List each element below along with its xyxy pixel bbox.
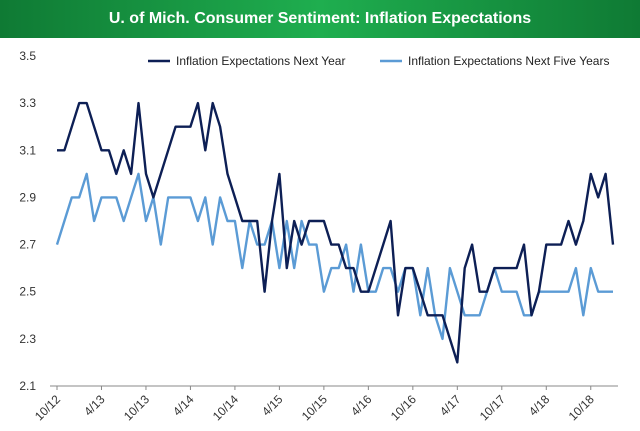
legend-item-next-five-years-label: Inflation Expectations Next Five Years <box>408 54 609 68</box>
x-tick-label: 10/15 <box>299 392 330 423</box>
y-tick-label: 2.9 <box>19 190 36 204</box>
line-chart: 3.5 3.3 3.1 2.9 2.7 2.5 2.3 2.110/12 4/13 10/13 4/… <box>19 49 618 423</box>
chart-legend: Inflation Expectations Next Year Inflatio… <box>148 54 609 68</box>
y-tick-label: 3.1 <box>19 143 36 157</box>
x-tick-label: 10/17 <box>477 392 508 423</box>
chart-title: U. of Mich. Consumer Sentiment: Inflatio… <box>108 10 532 27</box>
chart-title-bar: U. of Mich. Consumer Sentiment: Inflatio… <box>0 0 640 38</box>
x-tick-label: 10/12 <box>32 392 63 423</box>
y-tick-label: 2.7 <box>19 238 36 252</box>
chart-series <box>55 101 615 364</box>
x-tick-label: 4/14 <box>170 392 197 419</box>
y-tick-label: 3.5 <box>19 49 36 63</box>
y-tick-label: 2.1 <box>19 379 36 393</box>
x-tick-label: 10/16 <box>388 392 419 423</box>
x-tick-label: 4/18 <box>526 392 553 419</box>
x-tick-label: 10/14 <box>210 392 241 423</box>
x-tick-label: 4/15 <box>259 392 286 419</box>
x-tick-label: 4/16 <box>348 392 375 419</box>
x-tick-label: 10/13 <box>121 392 152 423</box>
x-tick-label: 4/13 <box>81 392 108 419</box>
y-tick-label: 2.5 <box>19 285 36 299</box>
legend-item-next-year-label: Inflation Expectations Next Year <box>176 54 345 68</box>
y-tick-label: 2.3 <box>19 332 36 346</box>
chart-axes: 3.5 3.3 3.1 2.9 2.7 2.5 2.3 2.110/12 4/13 10/13 4/… <box>19 49 618 423</box>
y-tick-label: 3.3 <box>19 96 36 110</box>
x-tick-label: 10/18 <box>566 392 597 423</box>
series-line-next-year <box>57 101 615 364</box>
x-tick-label: 4/17 <box>437 392 464 419</box>
series-line-next-five-years <box>55 172 613 341</box>
